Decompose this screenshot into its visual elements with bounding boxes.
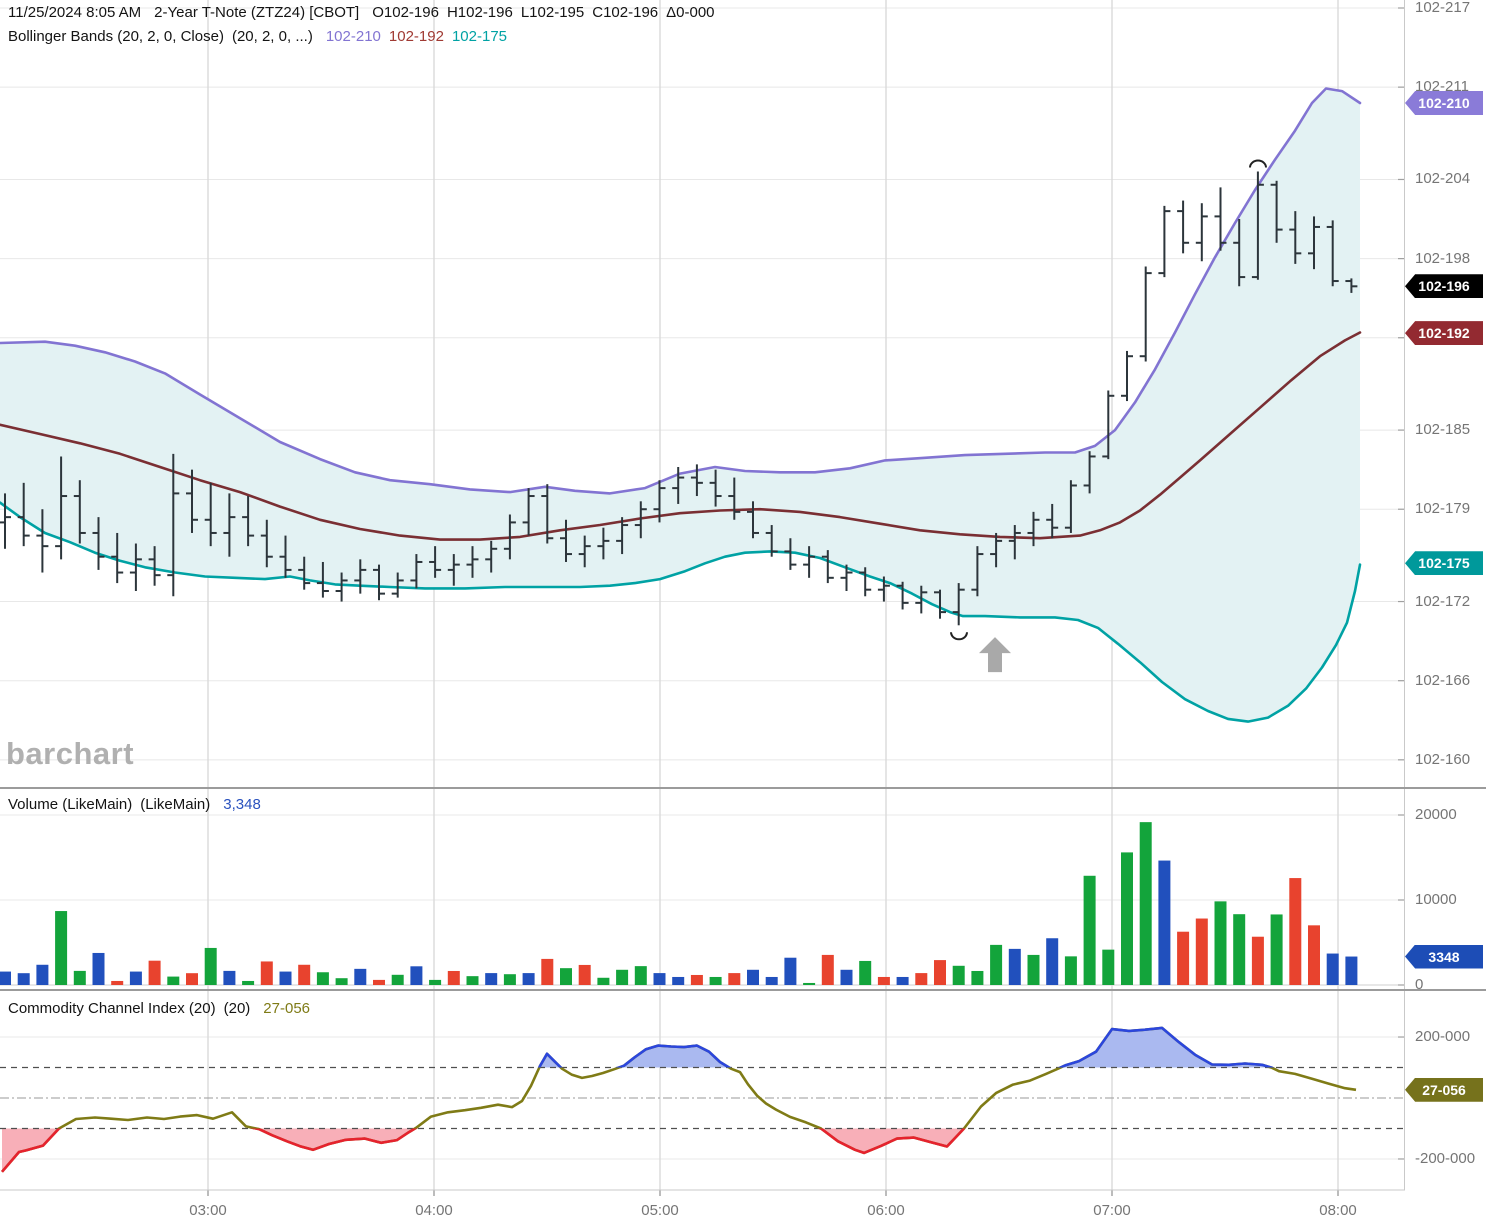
quote-change: Δ0-000 bbox=[666, 4, 715, 21]
quote-open: O102-196 bbox=[372, 4, 439, 21]
cci-axis-label: -200-000 bbox=[1415, 1149, 1476, 1167]
price-axis-border bbox=[1404, 0, 1405, 1190]
price-axis-label: 102-204 bbox=[1415, 170, 1471, 188]
price-axis-label: 102-185 bbox=[1415, 421, 1471, 439]
time-axis-label: 08:00 bbox=[1319, 1202, 1357, 1219]
time-axis-label: 03:00 bbox=[189, 1202, 227, 1219]
quote-symbol: 2-Year T-Note (ZTZ24) [CBOT] bbox=[154, 4, 360, 21]
bollinger-lower-value: 102-175 bbox=[451, 28, 508, 45]
bollinger-middle-value: 102-192 bbox=[388, 28, 444, 45]
volume-legend-value: 3,348 bbox=[223, 796, 261, 813]
cci-legend-row: Commodity Channel Index (20) (20) 27-056 bbox=[8, 1000, 323, 1017]
volume-badge: 3348 bbox=[1405, 944, 1483, 969]
time-axis-label: 07:00 bbox=[1093, 1202, 1131, 1219]
bollinger-upper-value: 102-210 bbox=[325, 28, 381, 45]
volume-axis-label: 10000 bbox=[1415, 891, 1457, 908]
chart-canvas[interactable] bbox=[0, 0, 1405, 1226]
bollinger-legend-name[interactable]: Bollinger Bands (20, 2, 0, Close) bbox=[8, 28, 224, 45]
price-axis-label: 102-179 bbox=[1415, 500, 1471, 518]
panel-separator-volume-cci[interactable] bbox=[0, 989, 1486, 991]
time-axis-label: 05:00 bbox=[641, 1202, 679, 1219]
barchart-watermark-logo: barchart bbox=[6, 736, 135, 771]
volume-axis-label: 0 bbox=[1415, 976, 1424, 993]
right-price-axis[interactable]: 102-217 102-211 102-204 102-198 102-192 102-1… bbox=[1405, 0, 1486, 1190]
time-axis-label: 06:00 bbox=[867, 1202, 905, 1219]
price-axis-label: 102-172 bbox=[1415, 592, 1471, 610]
bollinger-legend-params: (20, 2, 0, ...) bbox=[231, 28, 313, 45]
cci-axis-label: 200-000 bbox=[1415, 1028, 1471, 1046]
time-axis[interactable]: 03:00 04:00 05:00 06:00 07:00 08:00 bbox=[0, 1196, 1405, 1226]
cci-badge: 27-056 bbox=[1405, 1077, 1483, 1102]
quote-datetime: 11/25/2024 8:05 AM bbox=[8, 4, 142, 21]
volume-legend-params: (LikeMain) bbox=[140, 796, 211, 813]
bollinger-legend-row: Bollinger Bands (20, 2, 0, Close) (20, 2,… bbox=[8, 28, 520, 45]
cci-legend-value: 27-056 bbox=[263, 1000, 311, 1017]
price-badge: 102-210 bbox=[1405, 90, 1483, 115]
time-axis-label: 04:00 bbox=[415, 1202, 453, 1219]
price-axis-label: 102-160 bbox=[1415, 750, 1471, 768]
price-axis-label: 102-217 bbox=[1415, 0, 1471, 16]
cci-legend-params: (20) bbox=[223, 1000, 251, 1017]
price-axis-label: 102-198 bbox=[1415, 249, 1471, 267]
volume-legend-row: Volume (LikeMain) (LikeMain) 3,348 bbox=[8, 796, 274, 813]
quote-legend-row: 11/25/2024 8:05 AM 2-Year T-Note (ZTZ24) … bbox=[8, 4, 728, 21]
price-badge: 102-175 bbox=[1405, 551, 1483, 576]
price-badge: 102-192 bbox=[1405, 321, 1483, 346]
quote-low: L102-195 bbox=[520, 4, 585, 21]
volume-axis-label: 20000 bbox=[1415, 806, 1457, 823]
cci-legend-name[interactable]: Commodity Channel Index (20) bbox=[8, 1000, 216, 1017]
quote-close: C102-196 bbox=[592, 4, 659, 21]
panel-separator-main-volume[interactable] bbox=[0, 787, 1486, 789]
price-axis-label: 102-211 bbox=[1415, 78, 1469, 96]
volume-legend-name[interactable]: Volume (LikeMain) bbox=[8, 796, 133, 813]
quote-high: H102-196 bbox=[446, 4, 513, 21]
price-badge: 102-196 bbox=[1405, 274, 1483, 299]
price-axis-label: 102-166 bbox=[1415, 671, 1471, 689]
